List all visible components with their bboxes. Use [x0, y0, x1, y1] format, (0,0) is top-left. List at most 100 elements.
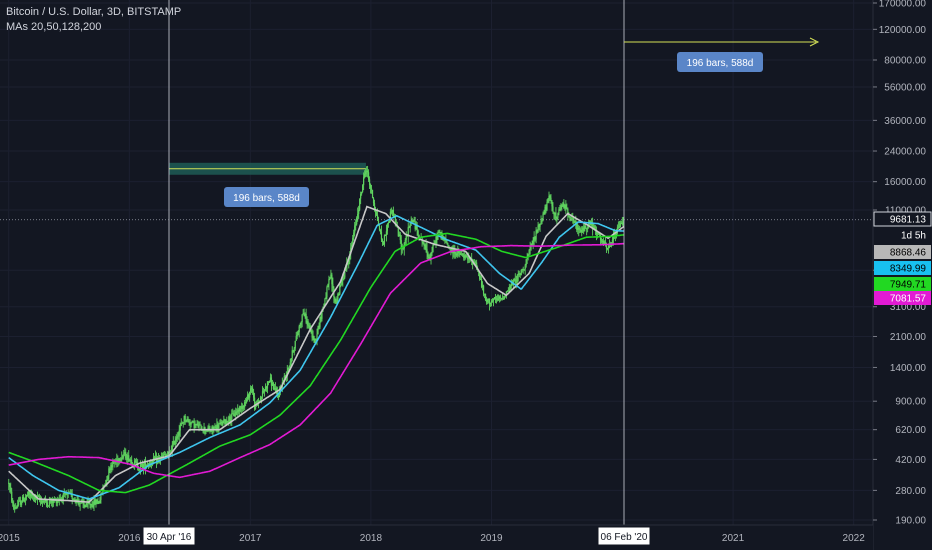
candle: [462, 252, 464, 258]
candle: [40, 496, 43, 505]
candle: [533, 231, 535, 246]
candle: [83, 499, 85, 509]
candle: [181, 421, 183, 425]
candle: [362, 184, 364, 193]
candle: [509, 284, 511, 291]
candle: [266, 381, 269, 394]
candle: [124, 447, 126, 457]
candle: [479, 275, 482, 281]
candle: [612, 229, 615, 246]
candle: [246, 396, 248, 404]
ma200-price-tag: 7081.57: [874, 291, 931, 305]
measure-label-2[interactable]: 196 bars, 588d: [677, 52, 763, 72]
svg-text:30 Apr '16: 30 Apr '16: [147, 532, 192, 543]
candle: [12, 497, 14, 507]
time-axis[interactable]: 2015 2016 2017 2018 2019 2021 2022 30 Apr '16 06…: [0, 524, 873, 550]
candle: [510, 279, 512, 291]
candle: [111, 462, 113, 473]
candle: [272, 381, 275, 391]
candle: [541, 218, 543, 225]
candle: [517, 270, 519, 282]
candle: [197, 420, 199, 429]
candle: [294, 340, 296, 351]
candle: [98, 500, 100, 505]
candle: [327, 283, 329, 288]
candle: [525, 259, 527, 268]
annotations[interactable]: 196 bars, 588d 196 bars, 588d: [0, 0, 873, 525]
candle: [97, 497, 99, 505]
candle: [482, 284, 485, 297]
candle: [233, 410, 235, 417]
candle: [303, 308, 305, 317]
candle: [205, 430, 207, 435]
candle: [405, 231, 407, 245]
candle: [239, 405, 241, 415]
countdown-tag: 1d 5h: [874, 228, 931, 242]
candle: [248, 393, 250, 400]
candle: [507, 287, 509, 292]
candle: [503, 295, 505, 300]
candle: [424, 243, 426, 251]
candle: [16, 505, 18, 510]
candle: [331, 272, 333, 292]
vline-date-tag-2: 06 Feb '20: [597, 526, 651, 546]
price-axis[interactable]: 170000.00 120000.00 80000.00 56000.00 36000.…: [872, 0, 932, 550]
candle: [490, 299, 493, 307]
candle: [459, 250, 461, 258]
grid: [0, 0, 873, 525]
candle: [136, 457, 138, 465]
candle: [183, 415, 185, 425]
y-tick-label: 170000.00: [879, 0, 927, 10]
ma128-line: [8, 232, 625, 494]
candle: [17, 499, 19, 509]
x-tick-label: 2022: [843, 533, 866, 544]
candle: [361, 191, 363, 196]
measure-label-1[interactable]: 196 bars, 588d: [224, 187, 309, 207]
candle: [78, 498, 80, 507]
candle: [409, 221, 411, 233]
x-tick-label: 2019: [480, 533, 503, 544]
candle: [563, 199, 565, 209]
candle: [27, 490, 30, 498]
candle: [540, 215, 542, 225]
candle: [219, 419, 221, 425]
candle: [622, 216, 624, 228]
candle: [222, 420, 224, 428]
candle: [364, 170, 366, 179]
candle: [583, 223, 585, 235]
candle: [465, 253, 467, 260]
candle: [220, 418, 222, 426]
candle: [92, 501, 94, 509]
candle: [47, 505, 49, 507]
candle: [126, 453, 128, 463]
candle: [539, 223, 541, 232]
candle: [558, 207, 560, 216]
candle: [308, 322, 310, 330]
candle: [440, 231, 442, 240]
candle: [269, 373, 272, 383]
candle: [25, 494, 28, 501]
candle: [291, 346, 293, 362]
chart-legend: Bitcoin / U.S. Dollar, 3D, BITSTAMP MAs …: [6, 5, 181, 35]
candle: [185, 419, 187, 423]
candle: [230, 414, 232, 426]
candle: [461, 250, 463, 257]
candle: [296, 331, 298, 340]
candle: [537, 221, 539, 233]
candle: [127, 452, 129, 465]
candle: [8, 478, 10, 491]
candle: [218, 422, 220, 433]
candle: [194, 420, 196, 429]
candle: [401, 243, 403, 254]
candle: [451, 246, 453, 254]
candle: [199, 421, 201, 426]
candle: [312, 330, 314, 341]
candle: [404, 238, 406, 246]
candle: [356, 216, 358, 226]
candle: [247, 391, 249, 402]
candle: [381, 238, 384, 246]
x-tick-label: 2018: [360, 533, 383, 544]
candle: [502, 295, 504, 301]
y-tick-label: 36000.00: [884, 116, 926, 127]
